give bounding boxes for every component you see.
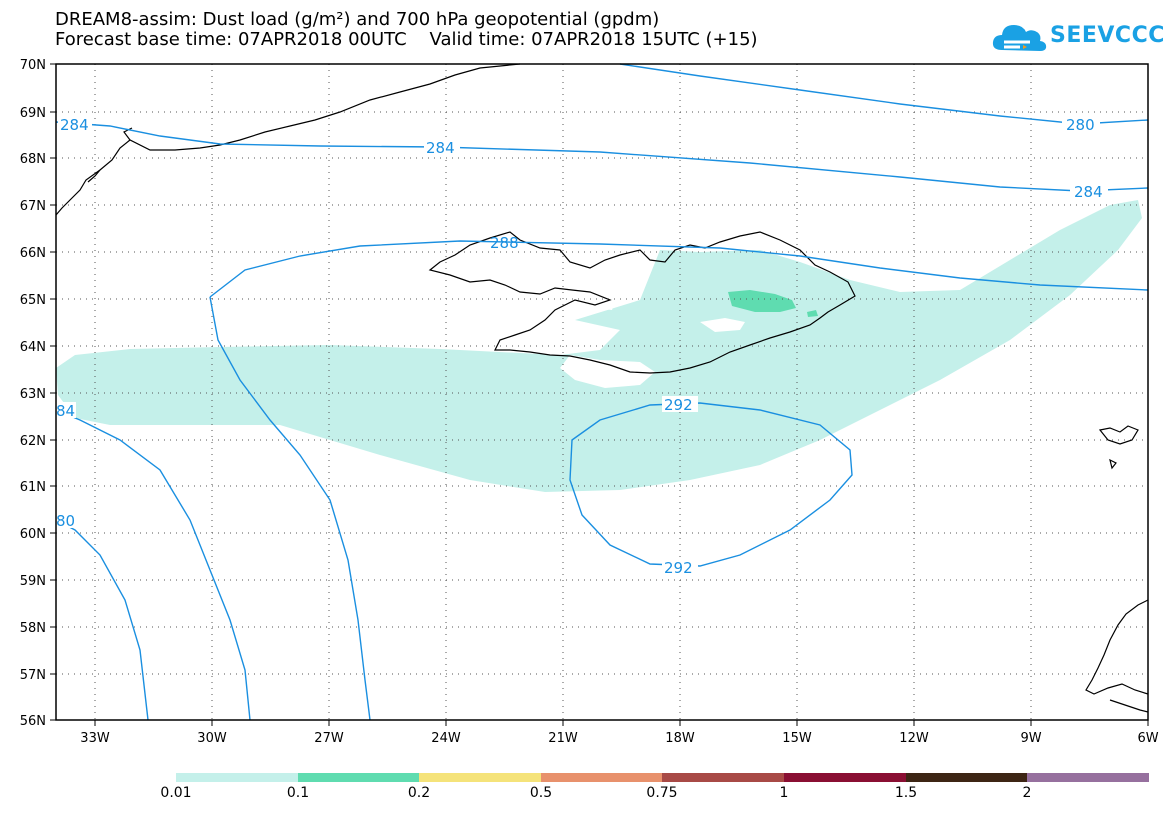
dust-gap bbox=[560, 355, 655, 388]
lat-label: 69N bbox=[20, 106, 46, 121]
lat-label: 62N bbox=[20, 434, 46, 449]
colorbar-segment bbox=[176, 773, 298, 782]
lat-label: 58N bbox=[20, 621, 46, 636]
contour-label: 80 bbox=[56, 512, 75, 530]
cloud-logo-icon bbox=[992, 25, 1047, 51]
lat-label: 61N bbox=[20, 480, 46, 495]
coastlines bbox=[55, 63, 1149, 713]
lon-label: 33W bbox=[80, 731, 110, 746]
map-title-line2: Forecast base time: 07APR2018 00UTC Vali… bbox=[55, 29, 758, 50]
colorbar-segment bbox=[419, 773, 541, 782]
dust-plume bbox=[56, 200, 1142, 492]
colorbar-segment bbox=[784, 773, 906, 782]
contour-label: 280 bbox=[1066, 116, 1095, 134]
contour-label: 284 bbox=[1074, 183, 1103, 201]
contour-label: 284 bbox=[60, 116, 89, 134]
contour-label: 292 bbox=[664, 396, 693, 414]
colorbar-label: 0.2 bbox=[407, 785, 431, 801]
contour-label: 84 bbox=[56, 402, 75, 420]
colorbar-segment bbox=[662, 773, 784, 782]
lat-label: 70N bbox=[20, 58, 46, 73]
colorbar-segment bbox=[906, 773, 1027, 782]
lon-label: 6W bbox=[1137, 731, 1158, 746]
lat-label: 68N bbox=[20, 152, 46, 167]
lat-label: 66N bbox=[20, 246, 46, 261]
colorbar-segment bbox=[1027, 773, 1149, 782]
latitude-labels: 70N 69N 68N 67N 66N 65N 64N 63N 62N 61N … bbox=[20, 58, 46, 729]
lon-label: 12W bbox=[899, 731, 929, 746]
lat-label: 67N bbox=[20, 199, 46, 214]
geopotential-contours bbox=[55, 63, 1149, 721]
colorbar-label: 0.75 bbox=[646, 785, 678, 801]
colorbar-label: 1.5 bbox=[894, 785, 918, 801]
contour-label: 284 bbox=[426, 139, 455, 157]
colorbar-segment bbox=[298, 773, 419, 782]
lat-label: 59N bbox=[20, 574, 46, 589]
lat-label: 60N bbox=[20, 527, 46, 542]
contour-label: 292 bbox=[664, 559, 693, 577]
lat-label: 63N bbox=[20, 387, 46, 402]
lat-label: 65N bbox=[20, 293, 46, 308]
colorbar-label: 1 bbox=[779, 785, 789, 801]
lon-label: 30W bbox=[197, 731, 227, 746]
lon-label: 27W bbox=[314, 731, 344, 746]
lat-label: 64N bbox=[20, 340, 46, 355]
colorbar-label: 0.5 bbox=[529, 785, 553, 801]
lon-label: 9W bbox=[1020, 731, 1041, 746]
dust-gap bbox=[590, 298, 615, 310]
seevccc-logo: SEEVCCC bbox=[990, 18, 1164, 58]
logo-text: SEEVCCC bbox=[1050, 23, 1165, 48]
lon-label: 24W bbox=[431, 731, 461, 746]
contour-label-group: 284 284 284 280 288 292 292 84 80 bbox=[56, 116, 1108, 577]
dust-gap bbox=[700, 318, 745, 332]
map-title-line1: DREAM8-assim: Dust load (g/m²) and 700 h… bbox=[55, 9, 660, 30]
colorbar-label: 0.01 bbox=[160, 785, 192, 801]
map-frame bbox=[55, 63, 1149, 721]
colorbar-label: 2 bbox=[1022, 785, 1032, 801]
lon-label: 18W bbox=[665, 731, 695, 746]
lat-label: 57N bbox=[20, 668, 46, 683]
longitude-labels: 33W 30W 27W 24W 21W 18W 15W 12W 9W 6W bbox=[80, 731, 1158, 746]
lat-label: 56N bbox=[20, 714, 46, 729]
contour-label: 288 bbox=[490, 234, 519, 252]
lon-label: 21W bbox=[548, 731, 578, 746]
lon-label: 15W bbox=[782, 731, 812, 746]
colorbar-segment bbox=[541, 773, 662, 782]
colorbar-label: 0.1 bbox=[286, 785, 310, 801]
dust-patch-0-1 bbox=[807, 310, 818, 317]
axis-ticks bbox=[50, 63, 1149, 726]
grid bbox=[56, 64, 1148, 720]
dust-patch-0-1 bbox=[728, 290, 796, 312]
